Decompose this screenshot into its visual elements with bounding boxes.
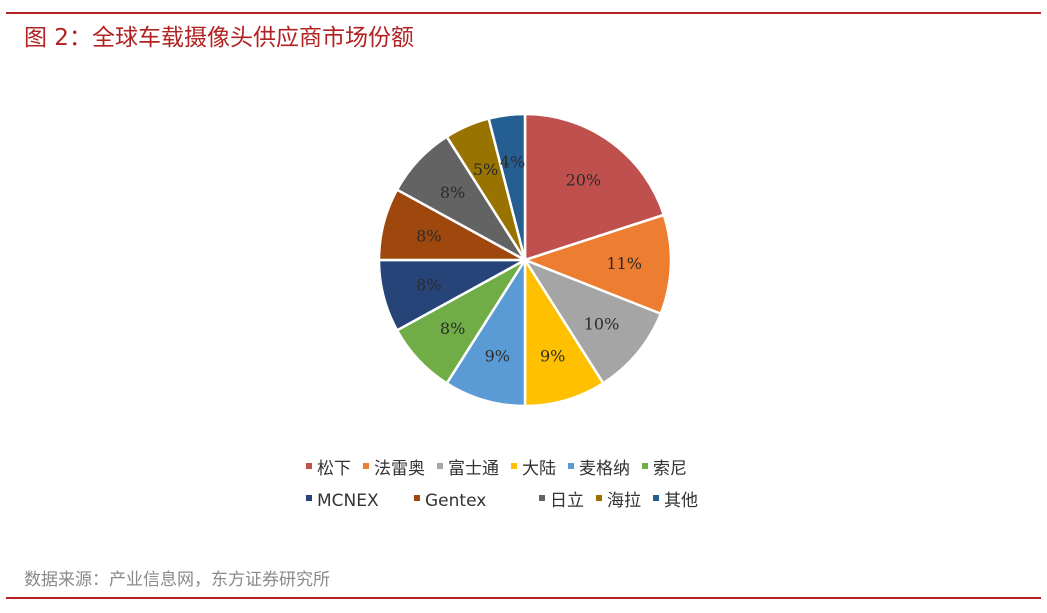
legend-marker-2 bbox=[363, 463, 369, 469]
source-note: 数据来源：产业信息网，东方证券研究所 bbox=[24, 570, 330, 590]
slice-label-8: 8% bbox=[416, 226, 441, 245]
slice-label-3: 10% bbox=[584, 314, 620, 333]
pie-slice-4 bbox=[523, 255, 605, 408]
top-rule bbox=[6, 12, 1041, 14]
legend-marker-5 bbox=[568, 463, 574, 469]
legend-marker-8 bbox=[414, 495, 420, 501]
legend-label-8: Gentex bbox=[425, 491, 486, 511]
legend-marker-11 bbox=[653, 495, 659, 501]
slice-label-4: 9% bbox=[540, 346, 565, 365]
legend-marker-10 bbox=[596, 495, 602, 501]
legend-label-7: MCNEX bbox=[317, 491, 379, 511]
legend-marker-7 bbox=[306, 495, 312, 501]
legend: 松下 法雷奥 富士通 大陆 麦格纳 索尼 MCNEX Gentex 日立 海拉 其他 bbox=[306, 459, 698, 511]
slice-label-9: 8% bbox=[440, 183, 465, 202]
legend-label-11: 其他 bbox=[664, 491, 698, 511]
legend-marker-4 bbox=[511, 463, 517, 469]
slice-label-6: 8% bbox=[440, 319, 465, 338]
legend-marker-3 bbox=[437, 463, 443, 469]
bottom-rule bbox=[6, 597, 1041, 599]
pie-slice-5 bbox=[445, 255, 527, 408]
figure-title: 图 2：全球车载摄像头供应商市场份额 bbox=[24, 25, 414, 51]
slice-labels: 20% 11% 10% 9% 9% 8% 8% 8% 8% 5% 4% bbox=[416, 153, 642, 366]
legend-label-3: 富士通 bbox=[448, 459, 499, 479]
legend-marker-9 bbox=[539, 495, 545, 501]
legend-label-4: 大陆 bbox=[522, 459, 556, 479]
slice-label-7: 8% bbox=[416, 276, 441, 295]
pie-slice-2 bbox=[521, 213, 673, 316]
pie-slice-1 bbox=[523, 112, 666, 262]
slice-label-10: 5% bbox=[473, 160, 498, 179]
slice-label-5: 9% bbox=[485, 346, 510, 365]
legend-label-1: 松下 bbox=[317, 459, 351, 479]
legend-label-9: 日立 bbox=[550, 491, 584, 511]
legend-marker-6 bbox=[642, 463, 648, 469]
legend-label-2: 法雷奥 bbox=[374, 459, 425, 479]
slice-label-2: 11% bbox=[606, 254, 642, 273]
slice-label-1: 20% bbox=[566, 171, 602, 190]
pie-slice-3 bbox=[521, 257, 663, 385]
pie-slice-11 bbox=[487, 112, 527, 261]
legend-label-6: 索尼 bbox=[653, 459, 687, 479]
legend-label-10: 海拉 bbox=[607, 491, 641, 511]
legend-label-5: 麦格纳 bbox=[579, 459, 630, 479]
slice-label-11: 4% bbox=[500, 153, 525, 172]
legend-marker-1 bbox=[306, 463, 312, 469]
